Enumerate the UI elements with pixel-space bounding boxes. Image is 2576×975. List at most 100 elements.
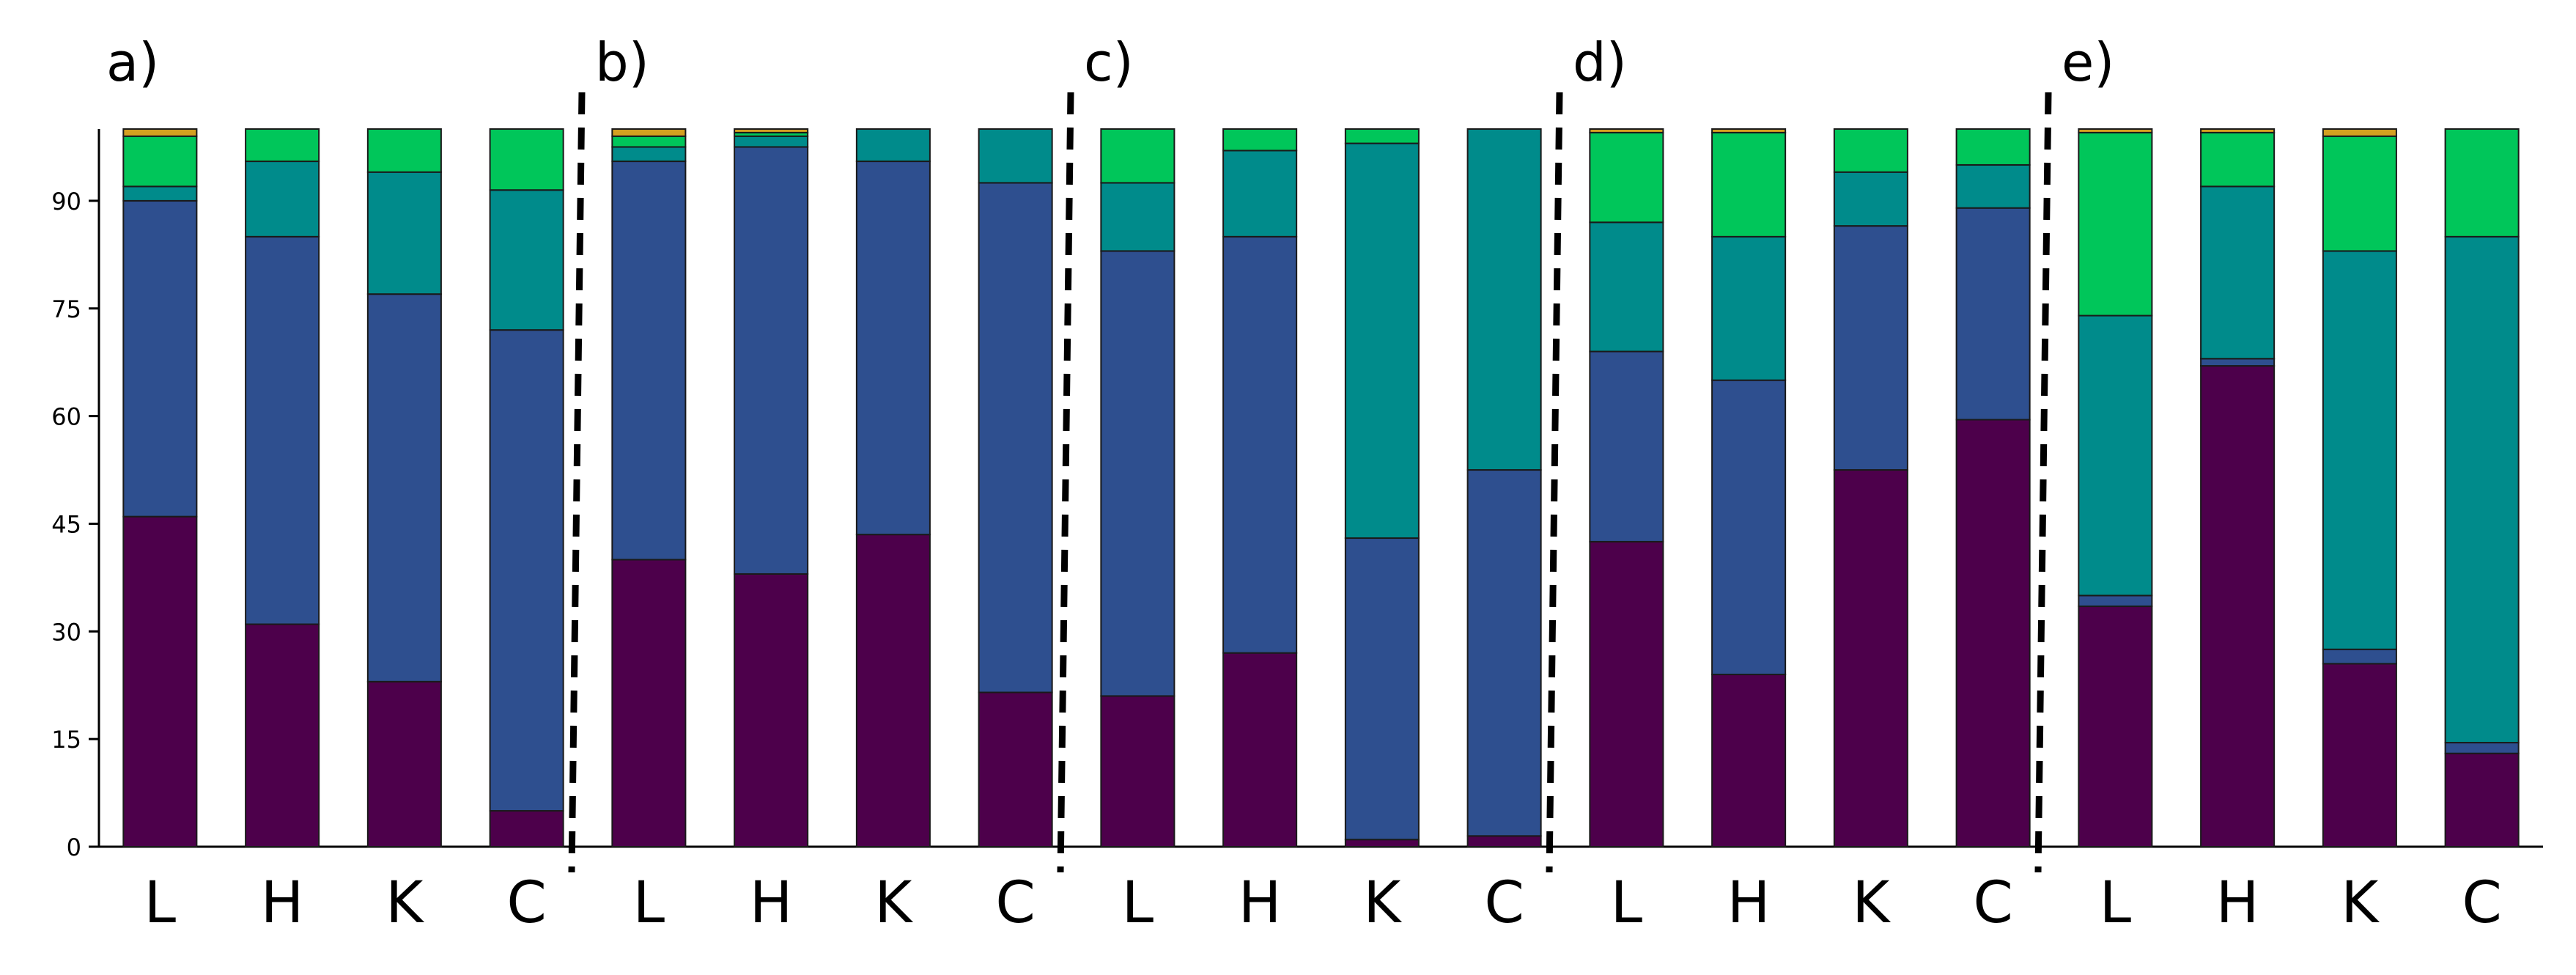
bar-segment — [1833, 225, 1908, 471]
bar-segment — [1222, 235, 1298, 654]
bar-segment — [1711, 235, 1787, 381]
bar-segment — [1955, 128, 2031, 166]
bar-segment — [1589, 540, 1664, 847]
x-category-label: L — [1122, 870, 1154, 936]
bar-segment — [2200, 128, 2276, 133]
bar-segment — [611, 161, 687, 561]
bar-segment — [245, 623, 320, 847]
x-category-label: H — [261, 870, 304, 936]
panel-label: d) — [1573, 32, 1627, 93]
bar-segment — [1344, 537, 1420, 841]
bar-segment — [1589, 131, 1664, 224]
panel-label: e) — [2062, 32, 2114, 93]
bar-segment — [489, 128, 564, 191]
bar-segment — [122, 515, 198, 847]
bar-segment — [1222, 128, 1298, 152]
x-category-label: L — [633, 870, 665, 936]
y-tick-label: 75 — [51, 295, 81, 323]
bar-segment — [366, 680, 442, 848]
bar-segment — [1711, 128, 1787, 133]
bar-segment — [1466, 835, 1542, 847]
bar-segment — [611, 128, 687, 137]
bar-segment — [611, 146, 687, 163]
bar-segment — [2078, 595, 2153, 608]
x-category-label: C — [2462, 870, 2501, 936]
bar-segment — [1589, 221, 1664, 353]
bar-segment — [2078, 606, 2153, 847]
x-category-label: H — [1727, 870, 1771, 936]
bar-segment — [2078, 131, 2153, 317]
y-tick-label: 0 — [67, 834, 81, 861]
panel-label: c) — [1084, 32, 1134, 93]
bar-segment — [2322, 128, 2397, 137]
bar-segment — [2200, 358, 2276, 367]
bar-segment — [978, 128, 1053, 184]
bar-segment — [245, 128, 320, 163]
x-category-label: L — [2100, 870, 2132, 936]
bar-segment — [1711, 379, 1787, 676]
bar-segment — [2444, 235, 2520, 744]
panel-separator — [1057, 92, 1074, 873]
x-category-label: K — [1363, 870, 1402, 936]
bar-segment — [1466, 128, 1542, 471]
bar-segment — [1222, 150, 1298, 238]
y-tick-label: 30 — [51, 618, 81, 646]
bar-segment — [2322, 250, 2397, 650]
bar-segment — [734, 146, 809, 575]
y-tick-label: 90 — [51, 188, 81, 216]
bar-segment — [2200, 131, 2276, 188]
bar-segment — [1955, 163, 2031, 209]
bar-segment — [2444, 128, 2520, 238]
y-tick-label: 15 — [51, 726, 81, 754]
bar-segment — [1344, 142, 1420, 540]
panel-label: a) — [106, 32, 159, 93]
x-category-label: C — [1973, 870, 2012, 936]
bar-segment — [2322, 663, 2397, 847]
x-category-label: C — [506, 870, 546, 936]
bar-segment — [1955, 419, 2031, 847]
bar-segment — [245, 235, 320, 625]
bar-segment — [2078, 314, 2153, 597]
x-category-label: L — [1611, 870, 1643, 936]
bar-segment — [122, 185, 198, 202]
bar-segment — [1344, 839, 1420, 847]
x-category-label: H — [2216, 870, 2259, 936]
bar-segment — [1222, 652, 1298, 847]
bar-segment — [1711, 131, 1787, 238]
bar-segment — [1100, 128, 1176, 184]
bar-segment — [489, 189, 564, 331]
bar-segment — [2322, 648, 2397, 665]
bar-segment — [734, 573, 809, 847]
x-category-label: H — [1239, 870, 1282, 936]
bar-segment — [1833, 171, 1908, 227]
bar-segment — [1589, 350, 1664, 542]
bar-segment — [2200, 185, 2276, 360]
x-category-label: L — [144, 870, 177, 936]
bar-segment — [366, 171, 442, 295]
bar-segment — [978, 691, 1053, 848]
bar-segment — [855, 534, 931, 847]
bar-segment — [1589, 128, 1664, 133]
bar-segment — [978, 182, 1053, 693]
bar-segment — [611, 559, 687, 848]
x-category-label: K — [2341, 870, 2380, 936]
bar-segment — [122, 128, 198, 137]
x-category-label: K — [1852, 870, 1891, 936]
bar-segment — [489, 329, 564, 812]
bar-segment — [1100, 250, 1176, 697]
y-tick-label: 45 — [51, 510, 81, 538]
bar-segment — [366, 293, 442, 682]
bar-segment — [1466, 469, 1542, 837]
bar-segment — [366, 128, 442, 173]
bar-segment — [734, 135, 809, 148]
bar-segment — [855, 128, 931, 163]
bar-segment — [2444, 752, 2520, 847]
panel-label: b) — [595, 32, 649, 93]
bar-segment — [611, 135, 687, 148]
x-category-label: K — [874, 870, 913, 936]
bar-segment — [2078, 128, 2153, 133]
panel-separator — [2034, 92, 2052, 873]
x-category-label: K — [385, 870, 424, 936]
